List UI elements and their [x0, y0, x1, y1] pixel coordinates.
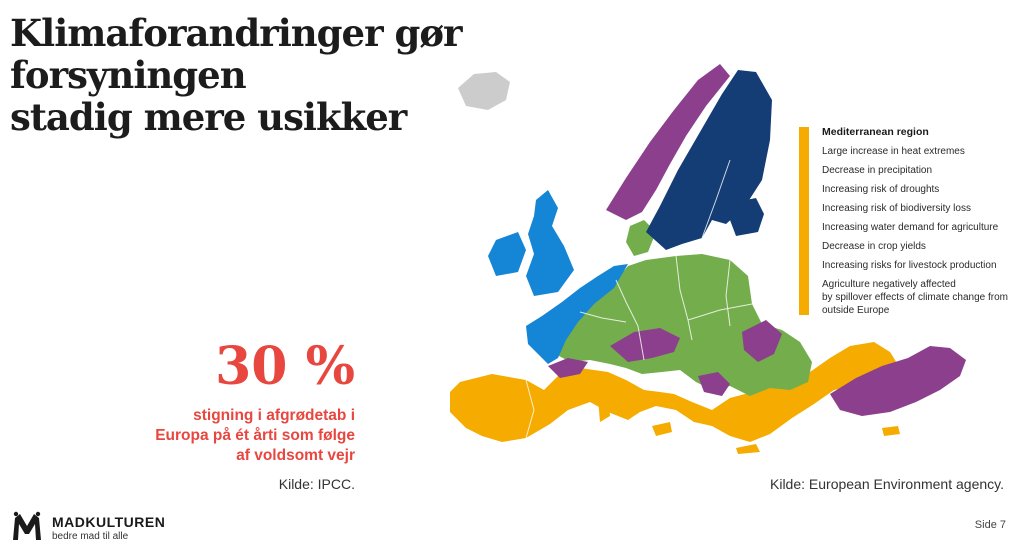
region-continental	[552, 254, 812, 396]
source-ipcc: Kilde: IPCC.	[278, 476, 355, 492]
page-number: Side 7	[974, 519, 1006, 531]
stat-description-line: stigning i afgrødetab i	[193, 407, 355, 424]
country-borders	[525, 159, 753, 439]
region-norway-mountain	[606, 64, 730, 220]
legend-item: Decrease in precipitation	[822, 165, 933, 176]
region-iceland	[458, 72, 510, 110]
source-eea: Kilde: European Environment agency.	[770, 476, 1004, 492]
legend-item: Increasing risk of biodiversity loss	[822, 203, 971, 214]
legend-item-multiline: Agriculture negatively affected by spill…	[822, 278, 1022, 317]
region-crete	[736, 444, 760, 454]
region-atlantic-mainland	[526, 264, 628, 364]
europe-climate-map	[450, 64, 966, 454]
region-pyrenees-mountain	[548, 358, 588, 378]
stat-description-line: Europa på ét årti som følge	[155, 427, 355, 444]
region-balkans-mountain	[698, 372, 730, 396]
stat-description-line: af voldsomt vejr	[236, 447, 355, 464]
legend-title: Mediterranean region	[822, 126, 929, 138]
page-title: Klimaforandringer gør forsyningen stadig…	[10, 12, 690, 138]
stat-value: 30 %	[215, 336, 355, 397]
title-line-1: Klimaforandringer gør forsyningen	[10, 11, 463, 97]
legend-item: Increasing risks for livestock productio…	[822, 260, 997, 271]
legend-item-line: Agriculture negatively affected	[822, 279, 956, 290]
brand-tagline: bedre mad til alle	[52, 531, 129, 542]
legend-list: Large increase in heat extremes Decrease…	[822, 145, 1022, 323]
legend-item: Decrease in crop yields	[822, 241, 926, 252]
legend-item: Increasing water demand for agriculture	[822, 222, 999, 233]
stat-description: stigning i afgrødetab i Europa på ét årt…	[110, 406, 355, 466]
brand-name: MADKULTUREN	[52, 514, 166, 530]
legend-item-line: by spillover effects of climate change f…	[822, 292, 1009, 303]
madkulturen-logo-icon	[13, 511, 41, 540]
region-great-britain	[526, 190, 574, 296]
region-cyprus	[882, 426, 900, 436]
region-turkey-mountain	[830, 346, 966, 416]
legend-item-line: outside Europe	[822, 305, 890, 316]
region-alps-mountain	[610, 328, 680, 362]
region-carpathians-mountain	[742, 320, 782, 362]
title-line-2: stadig mere usikker	[10, 95, 407, 139]
legend-item: Increasing risk of droughts	[822, 184, 940, 195]
region-sardinia	[598, 394, 610, 422]
region-sicily	[652, 422, 672, 436]
legend-color-bar	[799, 127, 809, 315]
legend-item: Large increase in heat extremes	[822, 146, 965, 157]
region-mediterranean	[450, 342, 900, 442]
region-baltics	[730, 198, 764, 236]
region-ireland	[488, 232, 526, 276]
